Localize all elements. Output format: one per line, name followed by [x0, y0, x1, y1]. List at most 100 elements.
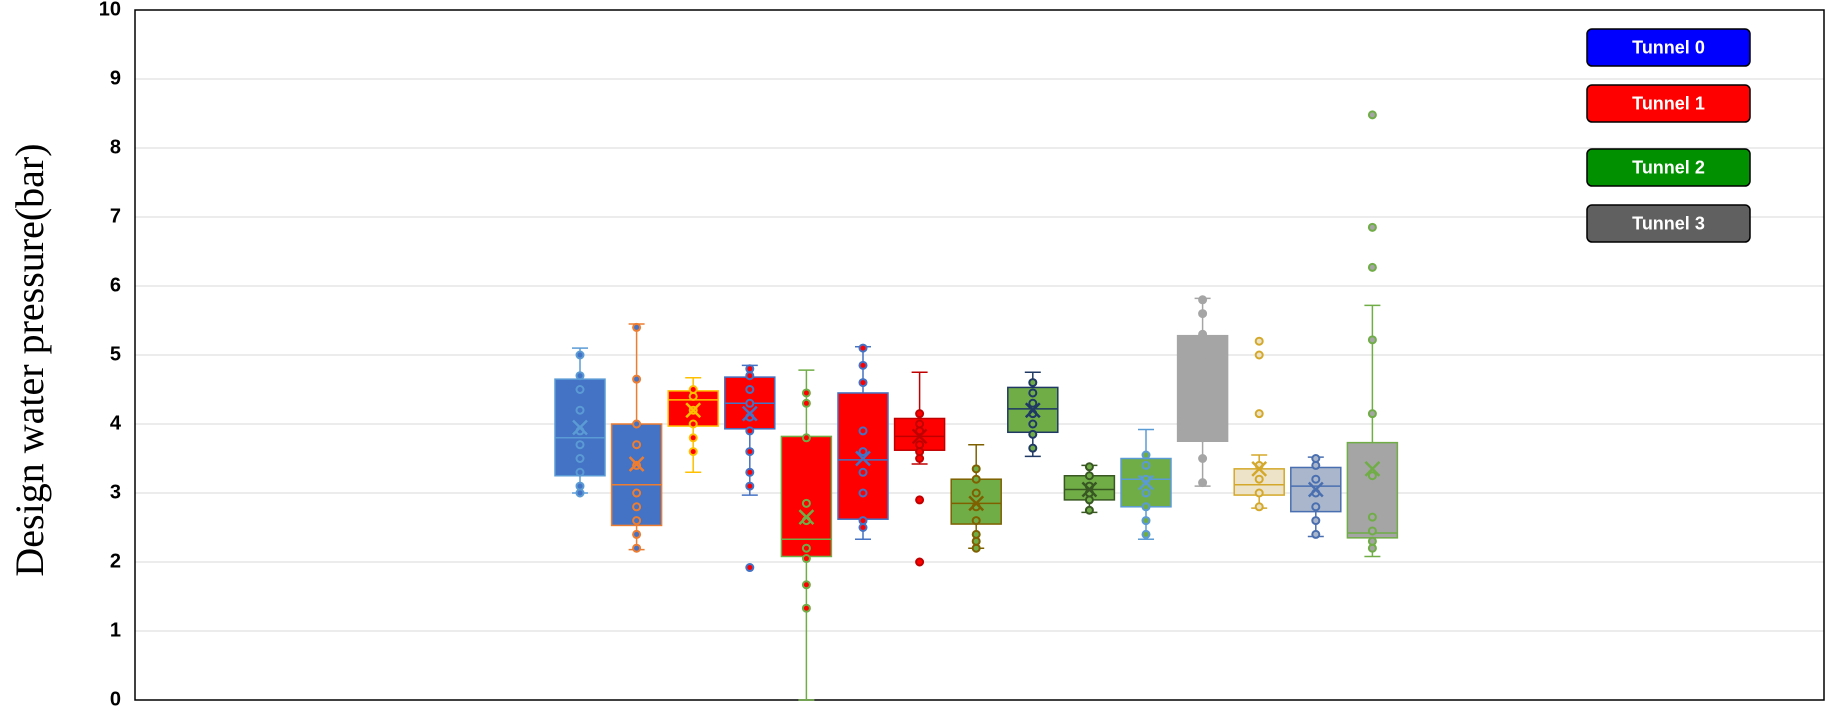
- data-point: [1311, 529, 1321, 539]
- data-point: [1084, 471, 1094, 481]
- data-point: [858, 378, 868, 388]
- data-point: [1367, 110, 1377, 120]
- data-point: [1367, 409, 1377, 419]
- legend-swatch: [1586, 84, 1751, 123]
- data-point: [801, 388, 811, 398]
- data-point: [632, 516, 642, 526]
- data-point: [745, 398, 755, 408]
- mean-marker: [572, 419, 588, 436]
- data-point: [801, 433, 811, 443]
- legend-swatch: [1586, 148, 1751, 187]
- data-point: [971, 488, 981, 498]
- data-point: [1141, 529, 1151, 539]
- data-point: [688, 419, 698, 429]
- data-point: [745, 385, 755, 394]
- data-point: [575, 350, 585, 360]
- mean-marker: [855, 450, 871, 467]
- data-point: [1311, 516, 1321, 526]
- y-tick-label: 1: [110, 619, 121, 641]
- data-point: [1084, 505, 1094, 515]
- data-point: [858, 516, 868, 526]
- data-point: [632, 419, 642, 429]
- data-point: [632, 488, 642, 498]
- data-point: [801, 498, 811, 508]
- data-point: [745, 467, 755, 477]
- data-point: [915, 557, 925, 567]
- data-point: [1028, 388, 1038, 398]
- y-tick-label: 4: [110, 412, 122, 434]
- data-point: [575, 454, 585, 463]
- data-point: [915, 419, 925, 429]
- y-tick-label: 9: [110, 67, 121, 89]
- data-point: [1311, 502, 1321, 512]
- mean-marker: [741, 405, 758, 422]
- mean-marker: [1251, 460, 1268, 477]
- mean-marker: [1364, 460, 1381, 477]
- y-tick-label: 10: [99, 0, 121, 20]
- data-point: [1254, 502, 1264, 512]
- legend-label: Tunnel 2: [1632, 157, 1705, 177]
- data-point: [632, 440, 642, 450]
- legend-label: Tunnel 0: [1632, 37, 1705, 57]
- data-point: [858, 426, 868, 436]
- y-axis-label: Design water pressure(bar): [7, 143, 52, 576]
- data-point: [632, 502, 642, 512]
- data-point: [1028, 378, 1038, 388]
- data-point: [688, 433, 698, 443]
- data-point: [971, 516, 981, 526]
- plot-frame: [134, 9, 1825, 701]
- data-point: [1367, 262, 1377, 272]
- data-point: [1254, 474, 1264, 484]
- data-point: [1254, 336, 1264, 346]
- data-point: [858, 467, 868, 477]
- mean-marker: [1024, 402, 1041, 419]
- data-point: [801, 603, 811, 613]
- mean-marker: [1081, 481, 1098, 498]
- data-point: [1028, 429, 1038, 439]
- data-point: [575, 385, 585, 394]
- data-point: [1311, 454, 1321, 463]
- data-point: [801, 543, 811, 553]
- y-tick-label: 8: [110, 136, 121, 158]
- data-point: [1028, 419, 1038, 429]
- data-point: [858, 447, 868, 457]
- data-point: [745, 364, 755, 374]
- data-point: [1198, 295, 1208, 305]
- data-point: [1311, 474, 1321, 484]
- data-point: [632, 374, 642, 384]
- data-point: [575, 405, 585, 415]
- data-point: [801, 554, 811, 564]
- data-point: [575, 371, 585, 381]
- data-point: [915, 409, 925, 419]
- data-point: [1141, 488, 1151, 498]
- legend-swatch: [1586, 28, 1751, 67]
- data-point: [858, 488, 868, 498]
- y-tick-label: 0: [110, 688, 121, 710]
- data-point: [801, 580, 811, 590]
- data-point: [575, 467, 585, 477]
- legend-label: Tunnel 1: [1632, 93, 1705, 113]
- mean-marker: [1194, 381, 1211, 398]
- data-point: [971, 474, 981, 484]
- data-point: [1254, 488, 1264, 498]
- data-point: [971, 464, 981, 474]
- mean-marker: [1138, 474, 1154, 491]
- data-point: [575, 440, 585, 450]
- y-tick-label: 6: [110, 274, 121, 296]
- data-point: [1254, 350, 1264, 360]
- mean-marker: [968, 495, 985, 512]
- mean-marker: [685, 402, 702, 419]
- data-point: [971, 529, 981, 539]
- data-point: [801, 398, 811, 408]
- mean-marker: [911, 428, 928, 445]
- data-point: [1028, 443, 1038, 453]
- data-point: [1084, 462, 1094, 472]
- data-point: [1028, 398, 1038, 408]
- data-point: [632, 543, 642, 553]
- data-point: [1198, 433, 1208, 443]
- data-point: [632, 529, 642, 539]
- legend-label: Tunnel 3: [1632, 213, 1705, 233]
- mean-marker: [628, 456, 645, 472]
- data-point: [1141, 516, 1151, 526]
